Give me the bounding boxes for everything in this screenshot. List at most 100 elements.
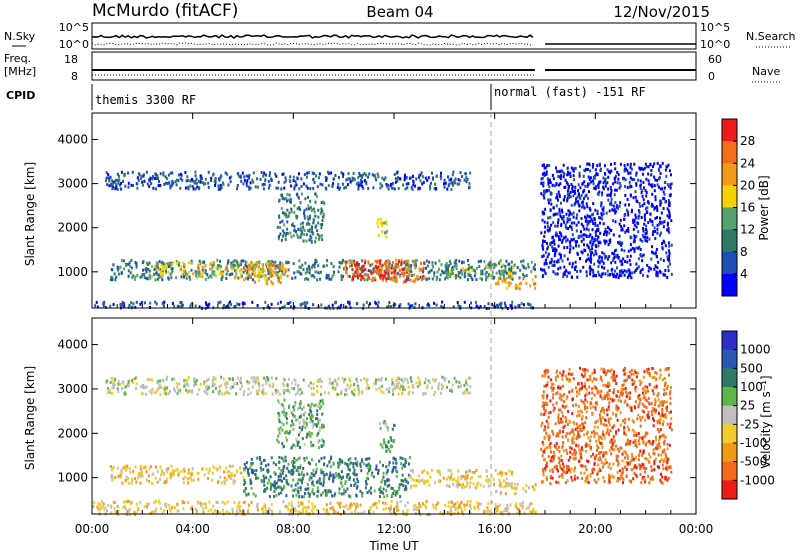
data-cell xyxy=(495,263,498,267)
data-cell xyxy=(631,271,634,275)
data-cell xyxy=(602,176,605,180)
data-cell xyxy=(571,238,574,242)
data-cell xyxy=(591,247,594,251)
data-cell xyxy=(187,471,190,475)
data-cell xyxy=(513,486,516,490)
data-cell xyxy=(588,234,591,238)
data-cell xyxy=(546,247,549,251)
data-cell xyxy=(653,189,656,193)
data-cell xyxy=(435,503,438,507)
data-cell xyxy=(613,177,616,181)
data-cell xyxy=(647,179,650,183)
data-cell xyxy=(312,207,315,211)
data-cell xyxy=(379,264,382,268)
data-cell xyxy=(285,260,288,264)
data-cell xyxy=(294,509,297,513)
data-cell xyxy=(187,376,190,379)
data-cell xyxy=(493,482,495,486)
data-cell xyxy=(137,476,139,480)
data-cell xyxy=(457,274,460,278)
data-cell xyxy=(228,273,231,277)
data-cell xyxy=(148,479,151,483)
data-cell xyxy=(219,259,221,263)
data-cell xyxy=(297,469,300,473)
data-cell xyxy=(463,275,466,279)
data-cell xyxy=(338,473,341,477)
data-cell xyxy=(210,508,213,512)
data-cell xyxy=(491,303,494,306)
data-cell xyxy=(402,388,405,391)
data-cell xyxy=(300,303,303,307)
data-cell xyxy=(647,221,650,224)
data-cell xyxy=(156,381,159,385)
data-cell xyxy=(638,166,641,170)
data-cell xyxy=(187,187,190,191)
data-cell xyxy=(486,480,489,484)
data-cell xyxy=(381,221,384,225)
data-cell xyxy=(477,475,480,478)
data-cell xyxy=(458,504,461,508)
data-cell xyxy=(424,176,427,180)
data-cell xyxy=(162,265,165,269)
data-cell xyxy=(557,221,559,225)
data-cell xyxy=(240,376,242,380)
data-cell xyxy=(654,195,657,199)
data-cell xyxy=(351,259,354,263)
data-cell xyxy=(364,261,366,265)
data-cell xyxy=(340,278,343,282)
data-cell xyxy=(286,231,289,235)
data-cell xyxy=(273,270,276,274)
data-cell xyxy=(610,203,613,207)
data-cell xyxy=(120,170,123,174)
data-cell xyxy=(563,246,566,250)
data-cell xyxy=(330,457,332,461)
data-cell xyxy=(608,393,610,397)
data-cell xyxy=(165,378,168,381)
data-cell xyxy=(397,176,399,180)
data-cell xyxy=(132,381,135,384)
data-cell xyxy=(197,477,200,481)
data-cell xyxy=(617,275,620,279)
data-cell xyxy=(298,206,301,210)
data-cell xyxy=(238,175,241,179)
data-cell xyxy=(665,174,668,178)
data-cell xyxy=(664,200,667,204)
data-cell xyxy=(308,462,311,466)
data-cell xyxy=(131,170,134,174)
data-cell xyxy=(217,184,220,188)
data-cell xyxy=(297,510,300,513)
data-cell xyxy=(555,166,557,170)
data-cell xyxy=(311,208,313,212)
data-cell xyxy=(316,379,319,383)
data-cell xyxy=(607,273,610,277)
data-cell xyxy=(96,505,99,509)
data-cell xyxy=(499,492,502,496)
data-cell xyxy=(297,478,300,482)
data-cell xyxy=(582,233,585,237)
data-cell xyxy=(509,503,512,507)
data-cell xyxy=(280,456,283,460)
data-cell xyxy=(465,378,468,382)
data-cell xyxy=(288,404,291,408)
data-cell xyxy=(382,501,384,505)
data-cell xyxy=(212,263,215,267)
data-cell xyxy=(362,303,365,307)
data-cell xyxy=(543,189,546,193)
data-cell xyxy=(396,171,399,175)
data-cell xyxy=(586,168,589,171)
data-cell xyxy=(446,264,449,268)
data-cell xyxy=(510,482,513,486)
data-cell xyxy=(393,489,396,493)
data-cell xyxy=(194,382,197,386)
data-cell xyxy=(245,181,248,185)
data-cell xyxy=(394,265,397,269)
data-cell xyxy=(586,214,589,218)
data-cell xyxy=(528,486,530,490)
data-cell xyxy=(177,389,180,392)
data-cell xyxy=(127,171,129,175)
data-cell xyxy=(354,270,357,274)
data-cell xyxy=(508,270,511,274)
data-cell xyxy=(417,474,420,478)
data-cell xyxy=(285,215,288,219)
data-cell xyxy=(631,246,634,250)
